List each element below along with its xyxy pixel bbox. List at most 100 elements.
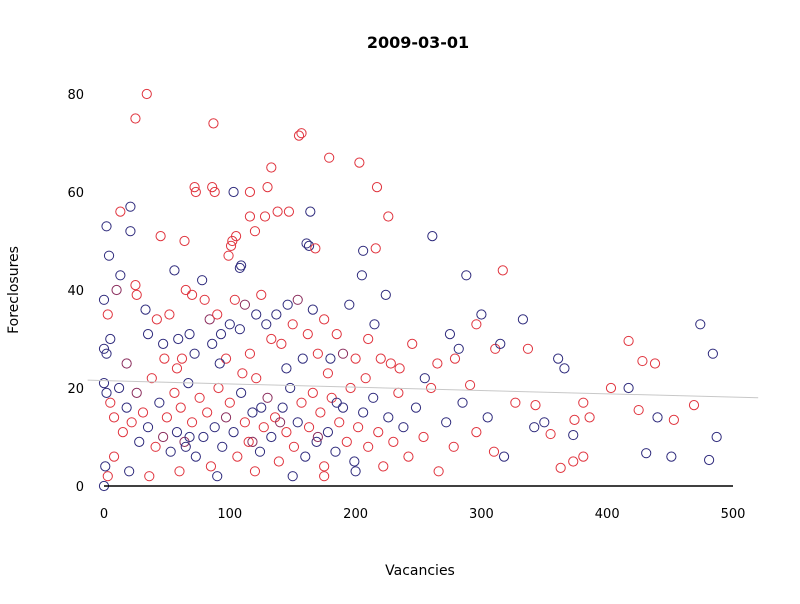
data-point (158, 338, 169, 349)
data-point (370, 243, 381, 254)
data-point (173, 333, 184, 345)
data-point (271, 309, 282, 320)
data-point (605, 382, 617, 394)
x-tick-label: 300 (469, 507, 494, 522)
data-point (220, 353, 232, 364)
data-point (312, 348, 323, 359)
data-point (207, 182, 218, 193)
data-point (124, 466, 135, 477)
data-point (256, 289, 267, 300)
data-point (272, 206, 283, 217)
data-point (330, 446, 341, 457)
data-point (688, 400, 700, 411)
data-point (229, 294, 240, 305)
data-point (498, 451, 510, 462)
data-point (108, 451, 120, 462)
data-point (285, 382, 296, 394)
data-point (383, 412, 394, 423)
data-point (302, 329, 313, 340)
x-tick-label: 0 (100, 507, 108, 522)
data-point (403, 451, 414, 462)
data-point (234, 324, 245, 335)
data-point (171, 427, 183, 438)
data-point (471, 319, 482, 330)
data-point (236, 387, 247, 398)
data-point (457, 397, 468, 408)
data-point (371, 182, 383, 193)
data-point (287, 319, 298, 330)
data-point (121, 402, 132, 413)
data-point (249, 226, 261, 237)
data-point (695, 319, 706, 330)
data-point (251, 309, 262, 320)
data-point (225, 240, 237, 251)
data-point (307, 304, 318, 315)
data-point (703, 454, 715, 466)
data-point (324, 152, 335, 163)
data-point (194, 392, 205, 403)
data-point (345, 382, 356, 394)
data-point (322, 427, 334, 438)
x-tick-label: 500 (721, 507, 746, 522)
data-point (179, 235, 190, 247)
data-point (623, 382, 634, 394)
data-point (101, 221, 112, 232)
y-tick-labels: 0 20 40 60 80 (67, 88, 84, 495)
x-tick-label: 100 (217, 507, 242, 522)
data-point (568, 456, 579, 467)
data-point (553, 353, 564, 364)
data-point (101, 387, 112, 398)
data-point (354, 157, 365, 168)
data-point (186, 289, 198, 300)
data-point (407, 338, 418, 349)
data-point (337, 348, 349, 359)
data-point (559, 363, 570, 374)
data-point (326, 392, 337, 403)
data-point (378, 461, 389, 472)
data-point (344, 299, 355, 310)
y-tick-label: 40 (67, 284, 84, 299)
data-point (224, 397, 235, 408)
data-point (555, 462, 566, 473)
data-point (353, 422, 364, 433)
data-point (283, 206, 295, 217)
data-point (375, 353, 386, 364)
data-point (228, 427, 239, 438)
data-point (244, 348, 256, 359)
data-point (315, 407, 326, 418)
data-point (529, 422, 540, 433)
data-point (198, 431, 209, 443)
data-point (190, 451, 201, 462)
data-point (350, 353, 361, 364)
data-point (637, 355, 648, 367)
data-point (427, 231, 438, 242)
data-point (578, 451, 589, 462)
data-point (113, 382, 125, 394)
data-point (249, 466, 261, 477)
data-point (100, 461, 111, 472)
data-point (269, 412, 281, 423)
y-tick-label: 80 (67, 88, 84, 103)
data-point (319, 314, 330, 325)
data-point (373, 427, 384, 438)
data-point (281, 427, 292, 438)
data-point (259, 211, 271, 222)
data-point (319, 471, 330, 482)
data-point (189, 348, 200, 359)
data-point (209, 422, 220, 433)
data-point (292, 417, 303, 428)
data-point (276, 338, 287, 349)
data-point (297, 353, 308, 364)
data-point (169, 387, 180, 398)
data-point (234, 262, 245, 274)
data-point (360, 373, 371, 384)
data-point (300, 451, 311, 462)
data-point (388, 436, 399, 447)
data-point (98, 378, 110, 389)
data-point (247, 436, 258, 447)
data-point (207, 338, 218, 349)
data-point (105, 333, 116, 345)
data-point (254, 446, 266, 457)
data-point (217, 441, 228, 452)
